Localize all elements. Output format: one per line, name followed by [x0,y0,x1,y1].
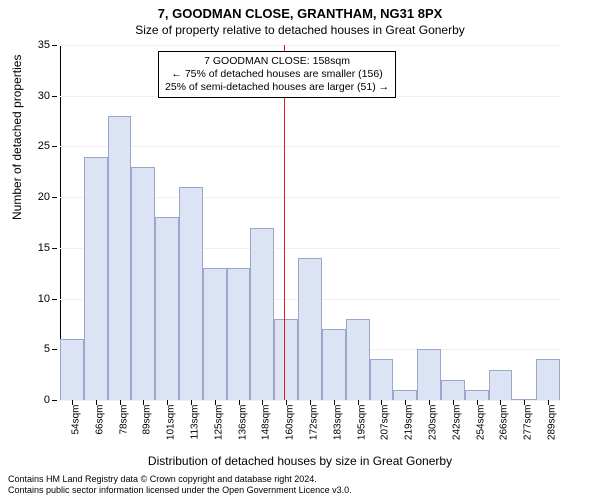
histogram-bar [84,157,108,400]
histogram-bar [155,217,179,400]
chart-subtitle: Size of property relative to detached ho… [0,21,600,37]
x-tick-label: 183sqm [332,405,343,441]
y-tick-label: 10 [20,293,50,305]
x-tick-label: 125sqm [213,405,224,441]
histogram-bar [131,167,155,400]
x-tick-label: 219sqm [404,405,415,441]
histogram-bar [370,359,394,400]
annotation-line: 25% of semi-detached houses are larger (… [165,81,389,94]
histogram-bar [250,228,274,400]
x-tick-label: 266sqm [499,405,510,441]
footer-line-1: Contains HM Land Registry data © Crown c… [8,474,352,485]
y-tick [52,45,57,46]
plot-wrap: 0510152025303554sqm66sqm78sqm89sqm101sqm… [60,45,560,400]
x-tick-label: 254sqm [475,405,486,441]
annotation-line: 7 GOODMAN CLOSE: 158sqm [165,55,389,68]
x-tick-label: 148sqm [261,405,272,441]
histogram-bar [489,370,513,400]
y-tick [52,96,57,97]
x-axis-label: Distribution of detached houses by size … [0,454,600,468]
y-tick [52,248,57,249]
y-tick-label: 25 [20,140,50,152]
x-tick-label: 289sqm [547,405,558,441]
histogram-bar [60,339,84,400]
y-tick-label: 0 [20,394,50,406]
x-tick-label: 66sqm [94,405,105,435]
histogram-bar [274,319,298,400]
histogram-bar [108,116,132,400]
y-tick [52,299,57,300]
histogram-bar [203,268,227,400]
annotation-line: ← 75% of detached houses are smaller (15… [165,68,389,81]
x-tick-label: 160sqm [285,405,296,441]
x-tick-label: 54sqm [70,405,81,435]
gridline [60,146,560,147]
y-tick-label: 20 [20,191,50,203]
x-tick-label: 78sqm [118,405,129,435]
histogram-bar [417,349,441,400]
histogram-bar [322,329,346,400]
y-tick [52,349,57,350]
y-tick-label: 5 [20,343,50,355]
histogram-bar [179,187,203,400]
annotation-box: 7 GOODMAN CLOSE: 158sqm← 75% of detached… [158,51,396,98]
footer-attribution: Contains HM Land Registry data © Crown c… [8,474,352,497]
x-tick-label: 172sqm [309,405,320,441]
histogram-bar [346,319,370,400]
x-tick-label: 207sqm [380,405,391,441]
x-tick-label: 230sqm [428,405,439,441]
x-tick-label: 89sqm [142,405,153,435]
histogram-bar [465,390,489,400]
y-tick [52,146,57,147]
x-tick-label: 277sqm [523,405,534,441]
y-tick-label: 15 [20,242,50,254]
y-tick-label: 35 [20,39,50,51]
x-tick-label: 195sqm [356,405,367,441]
x-tick-label: 242sqm [451,405,462,441]
footer-line-2: Contains public sector information licen… [8,485,352,496]
histogram-bar [227,268,251,400]
plot-area: 0510152025303554sqm66sqm78sqm89sqm101sqm… [60,45,560,400]
histogram-bar [393,390,417,400]
x-tick-label: 101sqm [166,405,177,441]
y-tick-label: 30 [20,90,50,102]
gridline [60,45,560,46]
histogram-bar [536,359,560,400]
y-tick [52,197,57,198]
y-tick [52,400,57,401]
histogram-bar [298,258,322,400]
histogram-bar [441,380,465,400]
x-tick-label: 136sqm [237,405,248,441]
chart-title: 7, GOODMAN CLOSE, GRANTHAM, NG31 8PX [0,0,600,21]
x-tick-label: 113sqm [189,405,200,440]
